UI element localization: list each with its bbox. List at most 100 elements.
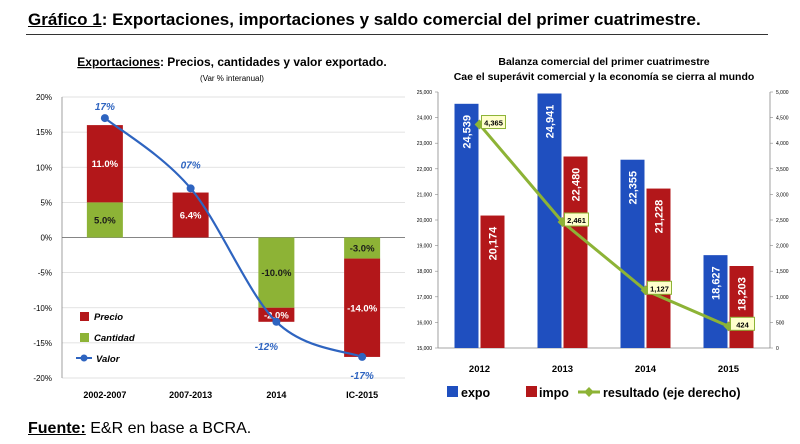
exports-bar-cantidad bbox=[86, 202, 123, 238]
exports-chart: Exportaciones: Precios, cantidades y val… bbox=[33, 55, 405, 400]
exports-valor-line bbox=[104, 117, 363, 358]
legend-swatch-expo bbox=[447, 386, 458, 397]
exports-x-tick-label: IC-2015 bbox=[346, 390, 378, 400]
exports-chart-title: Exportaciones: Precios, cantidades y val… bbox=[77, 55, 386, 69]
exports-y-tick-label: -20% bbox=[33, 374, 52, 383]
exports-y-tick-label: -5% bbox=[38, 269, 52, 278]
trade-bar-label: 20,174 bbox=[488, 226, 500, 261]
exports-bar-label: 11.0% bbox=[92, 159, 119, 170]
exports-bar-label: -2.0% bbox=[264, 310, 289, 321]
trade-y-tick-label: 20,000 bbox=[417, 218, 433, 224]
trade-resultado-label-box bbox=[481, 115, 506, 130]
legend-label-resultado: resultado (eje derecho) bbox=[603, 386, 741, 400]
trade-y2-tick-label: 3,500 bbox=[776, 167, 789, 173]
exports-bar-cantidad bbox=[258, 237, 295, 308]
exports-bar-label: -14.0% bbox=[347, 303, 378, 314]
legend-label-precio: Precio bbox=[94, 312, 123, 323]
trade-y-tick-label: 17,000 bbox=[417, 295, 433, 301]
trade-chart-title: Balanza comercial del primer cuatrimestr… bbox=[498, 56, 709, 68]
trade-y2-tick-label: 1,500 bbox=[776, 269, 789, 275]
trade-bar-label: 22,355 bbox=[628, 171, 640, 205]
exports-y-tick-label: 15% bbox=[36, 128, 52, 137]
trade-bar-label: 18,627 bbox=[711, 266, 723, 300]
exports-x-tick-label: 2007-2013 bbox=[169, 390, 212, 400]
trade-y2-tick-label: 5,000 bbox=[776, 90, 789, 96]
trade-bar-expo bbox=[620, 159, 645, 348]
exports-y-tick-label: 5% bbox=[40, 198, 52, 207]
trade-y-tick-label: 23,000 bbox=[417, 141, 433, 147]
exports-bar-precio bbox=[344, 258, 381, 357]
trade-x-tick-label: 2012 bbox=[469, 364, 490, 375]
exports-bar-precio bbox=[172, 192, 209, 238]
exports-valor-point bbox=[186, 184, 195, 193]
trade-x-tick-label: 2013 bbox=[552, 364, 573, 375]
trade-chart-subtitle: Cae el superávit comercial y la economía… bbox=[454, 71, 755, 83]
trade-y-tick-label: 18,000 bbox=[417, 269, 433, 275]
exports-valor-point bbox=[358, 352, 367, 361]
legend-marker-resultado bbox=[584, 387, 594, 397]
legend-swatch-cantidad bbox=[80, 333, 89, 342]
trade-y-tick-label: 22,000 bbox=[417, 167, 433, 173]
legend-label-valor: Valor bbox=[96, 354, 121, 365]
exports-bar-cantidad bbox=[344, 237, 381, 259]
exports-y-tick-label: 10% bbox=[36, 163, 52, 172]
trade-resultado-label-box bbox=[564, 212, 589, 227]
legend-label-expo: expo bbox=[461, 386, 491, 400]
source-note: Fuente: E&R en base a BCRA. bbox=[28, 420, 251, 438]
exports-bar-precio bbox=[86, 125, 123, 203]
trade-y-tick-label: 19,000 bbox=[417, 244, 433, 250]
trade-x-tick-label: 2014 bbox=[635, 364, 657, 375]
trade-resultado-label: 2,461 bbox=[567, 216, 586, 225]
exports-valor-label: -12% bbox=[255, 342, 278, 353]
trade-resultado-label: 1,127 bbox=[650, 284, 669, 293]
trade-y2-tick-label: 4,500 bbox=[776, 116, 789, 122]
exports-bar-label: 5.0% bbox=[94, 215, 116, 226]
trade-x-tick-label: 2015 bbox=[718, 364, 740, 375]
trade-bar-impo bbox=[480, 215, 505, 348]
trade-bar-expo bbox=[537, 93, 562, 348]
legend-swatch-impo bbox=[526, 386, 537, 397]
trade-y-tick-label: 16,000 bbox=[417, 320, 433, 326]
trade-resultado-label-box bbox=[730, 316, 755, 331]
trade-bar-expo bbox=[454, 103, 479, 348]
trade-y2-tick-label: 500 bbox=[776, 320, 785, 326]
trade-bar-label: 24,941 bbox=[545, 105, 557, 139]
trade-bar-impo bbox=[563, 156, 588, 348]
exports-chart-subtitle: (Var % interanual) bbox=[200, 74, 264, 83]
exports-valor-label: 07% bbox=[181, 160, 201, 171]
exports-bar-label: -10.0% bbox=[261, 268, 292, 279]
title-divider bbox=[26, 34, 768, 35]
exports-valor-label: 17% bbox=[95, 102, 115, 113]
trade-y2-tick-label: 4,000 bbox=[776, 141, 789, 147]
exports-y-tick-label: -15% bbox=[33, 339, 52, 348]
trade-balance-chart: Balanza comercial del primer cuatrimestr… bbox=[417, 56, 789, 400]
trade-bar-impo bbox=[646, 188, 671, 348]
exports-y-tick-label: 0% bbox=[40, 234, 52, 243]
legend-label-cantidad: Cantidad bbox=[94, 333, 135, 344]
trade-y-tick-label: 24,000 bbox=[417, 116, 433, 122]
trade-resultado-label: 4,365 bbox=[484, 119, 503, 128]
trade-bar-label: 22,480 bbox=[571, 168, 583, 202]
legend-marker-valor bbox=[80, 354, 88, 362]
trade-resultado-line bbox=[478, 123, 730, 328]
exports-valor-point bbox=[272, 317, 281, 326]
trade-y2-tick-label: 3,000 bbox=[776, 192, 789, 198]
trade-y2-tick-label: 2,000 bbox=[776, 244, 789, 250]
trade-bar-label: 18,203 bbox=[737, 277, 749, 311]
exports-bar-label: -3.0% bbox=[350, 244, 375, 255]
trade-bar-label: 21,228 bbox=[654, 200, 666, 234]
legend-label-impo: impo bbox=[539, 386, 569, 400]
exports-y-tick-label: -10% bbox=[33, 304, 52, 313]
source-label: Fuente: bbox=[28, 420, 86, 437]
page-title: Gráfico 1: Exportaciones, importaciones … bbox=[28, 10, 701, 30]
trade-y2-tick-label: 2,500 bbox=[776, 218, 789, 224]
trade-resultado-label: 424 bbox=[736, 320, 749, 329]
trade-bar-label: 24,539 bbox=[462, 115, 474, 149]
exports-x-tick-label: 2014 bbox=[266, 390, 286, 400]
title-rest: : Exportaciones, importaciones y saldo c… bbox=[101, 10, 701, 29]
trade-y-tick-label: 25,000 bbox=[417, 90, 433, 96]
exports-bar-label: 6.4% bbox=[180, 211, 202, 222]
source-text: E&R en base a BCRA. bbox=[85, 420, 252, 437]
exports-x-tick-label: 2002-2007 bbox=[83, 390, 126, 400]
